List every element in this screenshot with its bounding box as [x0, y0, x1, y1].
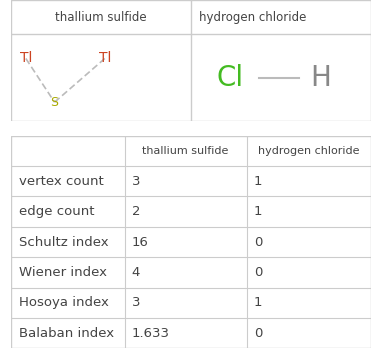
- Text: 4: 4: [132, 266, 140, 279]
- Text: thallium sulfide: thallium sulfide: [55, 11, 147, 24]
- Text: 0: 0: [254, 266, 262, 279]
- Text: thallium sulfide: thallium sulfide: [142, 146, 229, 156]
- Text: S: S: [50, 96, 58, 109]
- Text: hydrogen chloride: hydrogen chloride: [199, 11, 307, 24]
- Text: 1: 1: [254, 175, 262, 188]
- Text: Schultz index: Schultz index: [19, 235, 108, 249]
- Text: 1.633: 1.633: [132, 327, 170, 340]
- Text: Tl: Tl: [99, 51, 111, 65]
- Text: Wiener index: Wiener index: [19, 266, 107, 279]
- Text: 3: 3: [132, 296, 140, 309]
- Text: 0: 0: [254, 235, 262, 249]
- Text: 2: 2: [132, 205, 140, 218]
- Text: 1: 1: [254, 205, 262, 218]
- Text: edge count: edge count: [19, 205, 94, 218]
- Text: 16: 16: [132, 235, 149, 249]
- Text: 1: 1: [254, 296, 262, 309]
- Text: 3: 3: [132, 175, 140, 188]
- Text: Hosoya index: Hosoya index: [19, 296, 108, 309]
- Text: hydrogen chloride: hydrogen chloride: [258, 146, 359, 156]
- Text: Cl: Cl: [217, 64, 244, 92]
- Text: Balaban index: Balaban index: [19, 327, 114, 340]
- Text: H: H: [310, 64, 331, 92]
- Text: Tl: Tl: [19, 51, 32, 65]
- Text: vertex count: vertex count: [19, 175, 104, 188]
- Text: 0: 0: [254, 327, 262, 340]
